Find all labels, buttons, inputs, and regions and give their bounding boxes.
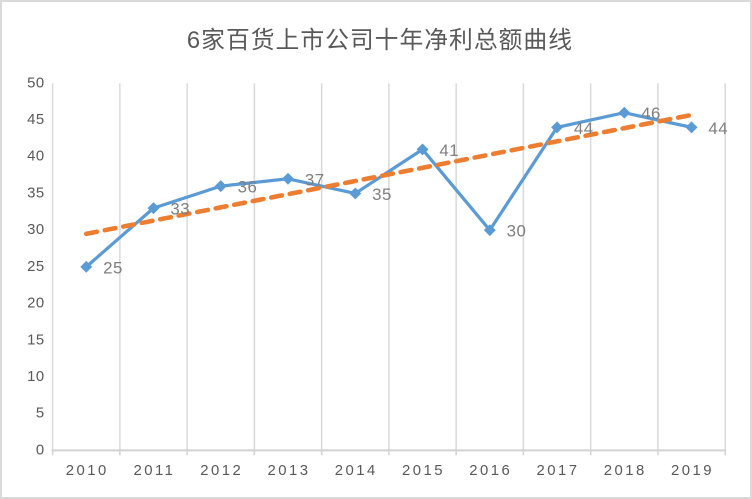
x-axis-tick-label: 2012 bbox=[200, 463, 243, 479]
data-label: 30 bbox=[507, 222, 527, 241]
data-label: 44 bbox=[574, 119, 594, 138]
y-axis-tick-label: 45 bbox=[27, 112, 45, 128]
data-label: 25 bbox=[103, 258, 123, 277]
trendline bbox=[83, 111, 698, 237]
data-label: 35 bbox=[372, 185, 392, 204]
y-axis-tick-label: 20 bbox=[27, 296, 45, 312]
x-axis-tick-label: 2018 bbox=[604, 463, 647, 479]
data-point-marker bbox=[282, 172, 294, 185]
y-axis-tick-label: 25 bbox=[27, 259, 45, 275]
data-point-marker bbox=[416, 143, 429, 156]
data-point-marker bbox=[214, 180, 227, 193]
data-point-marker bbox=[147, 202, 160, 215]
y-axis-tick-label: 5 bbox=[36, 406, 45, 422]
x-axis-tick-label: 2014 bbox=[335, 463, 378, 479]
data-point-marker bbox=[483, 224, 496, 237]
y-axis-tick-label: 40 bbox=[27, 149, 45, 165]
y-axis-tick-label: 50 bbox=[27, 75, 45, 91]
data-point-marker bbox=[551, 121, 563, 134]
y-axis-tick-label: 15 bbox=[27, 332, 45, 348]
data-label: 36 bbox=[238, 178, 258, 197]
y-axis-tick-label: 0 bbox=[36, 442, 45, 458]
x-axis-tick-label: 2017 bbox=[537, 463, 580, 479]
data-label: 44 bbox=[708, 119, 728, 138]
data-label: 33 bbox=[170, 200, 190, 219]
data-point-marker bbox=[685, 121, 698, 134]
chart-title: 6家百货上市公司十年净利总额曲线 bbox=[187, 27, 573, 54]
y-axis-tick-label: 35 bbox=[27, 185, 45, 201]
series-line bbox=[84, 111, 694, 269]
x-axis-tick-label: 2015 bbox=[402, 463, 445, 479]
y-axis-tick-label: 30 bbox=[27, 222, 45, 238]
data-point-marker bbox=[349, 187, 362, 200]
data-label: 41 bbox=[439, 141, 459, 160]
y-axis-tick-label: 10 bbox=[27, 369, 45, 385]
data-label: 46 bbox=[641, 104, 661, 123]
x-axis-tick-label: 2019 bbox=[671, 463, 714, 479]
x-axis-tick-label: 2016 bbox=[469, 463, 512, 479]
x-axis-tick-label: 2010 bbox=[66, 463, 109, 479]
data-point-marker bbox=[80, 260, 93, 273]
x-axis-tick-label: 2013 bbox=[268, 463, 311, 479]
data-point-marker bbox=[618, 106, 631, 119]
x-axis-tick-label: 2011 bbox=[134, 463, 176, 479]
data-label: 37 bbox=[305, 170, 325, 189]
